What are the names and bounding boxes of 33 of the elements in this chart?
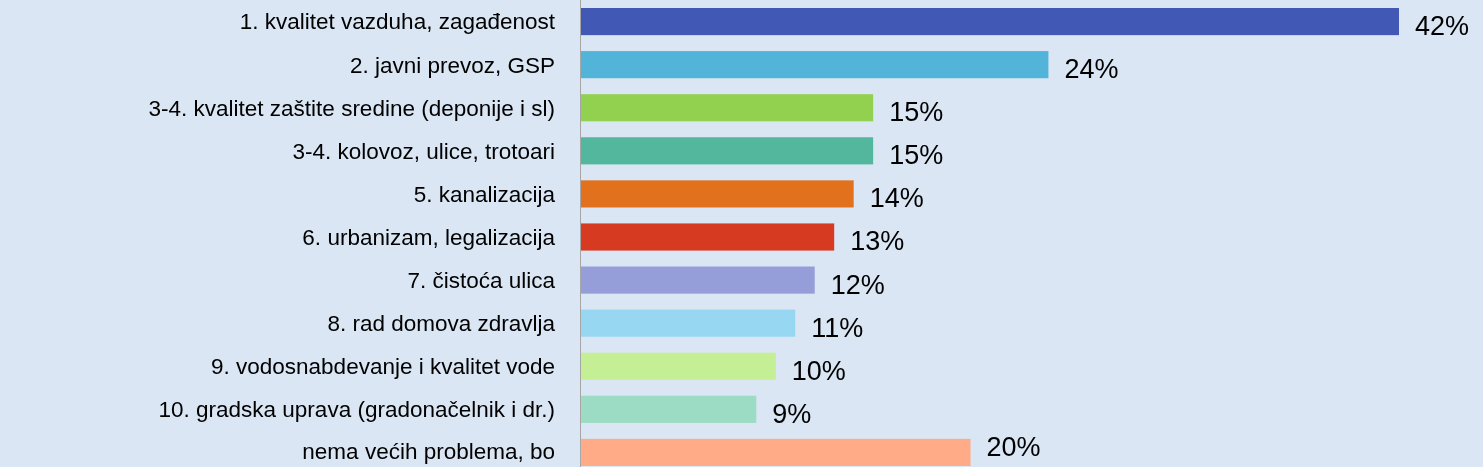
y-tick-label: 9. vodosnabdevanje i kvalitet vode [211, 354, 555, 380]
bar [581, 137, 874, 165]
y-tick-label: nema većih problema, bo [302, 438, 555, 464]
bar [581, 8, 1399, 36]
data-label: 10% [791, 355, 846, 386]
y-tick-label: 3-4. kolovoz, ulice, trotoari [292, 138, 555, 164]
bar [581, 309, 796, 337]
data-label: 12% [830, 269, 885, 300]
bar [581, 438, 971, 466]
y-tick-label: 7. čistoća ulica [407, 267, 556, 293]
data-label: 20% [986, 432, 1041, 463]
data-label: 14% [869, 183, 924, 214]
bar [581, 266, 815, 294]
bar [581, 94, 874, 122]
data-label: 11% [811, 312, 864, 343]
bar [581, 180, 854, 208]
data-label: 9% [772, 398, 812, 429]
bar [581, 352, 776, 380]
y-tick-label: 1. kvalitet vazduha, zagađenost [239, 9, 556, 35]
data-label: 13% [850, 226, 905, 257]
data-label: 15% [889, 97, 944, 128]
y-tick-label: 8. rad domova zdravlja [327, 311, 556, 337]
y-tick-label: 5. kanalizacija [413, 181, 556, 207]
y-tick-label: 2. javni prevoz, GSP [349, 52, 555, 78]
bar [581, 51, 1049, 79]
bar [581, 395, 757, 423]
data-label: 15% [889, 140, 944, 171]
data-label: 24% [1064, 54, 1119, 85]
bar [581, 223, 835, 251]
y-tick-label: 6. urbanizam, legalizacija [302, 224, 556, 250]
data-label: 42% [1415, 11, 1470, 42]
y-tick-label: 10. gradska uprava (gradonačelnik i dr.) [158, 397, 555, 423]
y-tick-label: 3-4. kvalitet zaštite sredine (deponije i sl) [148, 95, 555, 121]
